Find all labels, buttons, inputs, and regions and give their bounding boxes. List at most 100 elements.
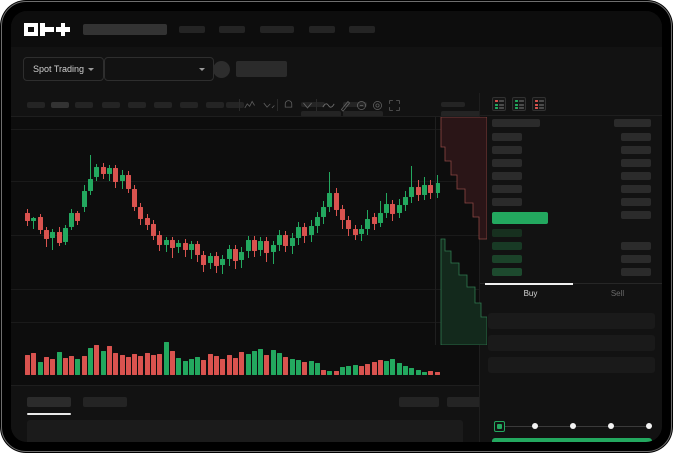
orderbook-ask-row[interactable] bbox=[492, 185, 522, 193]
volume-bar bbox=[201, 360, 207, 375]
price-chart-panel[interactable] bbox=[11, 117, 479, 385]
orderbook-bid-row[interactable] bbox=[492, 255, 522, 263]
orderbook-ask-row[interactable] bbox=[492, 133, 522, 141]
volume-bar bbox=[333, 371, 339, 375]
nav-item-3[interactable] bbox=[260, 26, 294, 33]
orderbook-right-row bbox=[621, 133, 651, 141]
stat-high-24h bbox=[441, 102, 481, 117]
timeframe-2[interactable] bbox=[51, 102, 69, 108]
orderbook-right-row bbox=[621, 146, 651, 154]
volume-bar bbox=[327, 371, 333, 375]
volume-bar bbox=[365, 364, 371, 375]
slider-handle[interactable] bbox=[494, 421, 505, 432]
alert-icon[interactable] bbox=[282, 99, 295, 112]
volume-bar bbox=[421, 372, 427, 375]
volume-bar bbox=[220, 359, 226, 375]
fullscreen-icon[interactable] bbox=[388, 99, 401, 112]
logo-glyph-o bbox=[24, 23, 38, 36]
bottom-tab-order-history[interactable] bbox=[83, 397, 127, 407]
bottom-tab-open-orders[interactable] bbox=[27, 397, 71, 407]
orderbook-layout-asks-icon[interactable] bbox=[532, 97, 546, 111]
volume-bar bbox=[214, 356, 219, 375]
volume-series bbox=[11, 329, 479, 385]
timeframe-7[interactable] bbox=[180, 102, 198, 108]
volume-bar bbox=[151, 355, 156, 375]
orderbook-layout-bids-icon[interactable] bbox=[512, 97, 526, 111]
chart-type-icon[interactable] bbox=[301, 99, 314, 112]
okx-logo[interactable] bbox=[24, 23, 72, 36]
volume-bar bbox=[289, 359, 295, 375]
timeframe-8[interactable] bbox=[206, 102, 224, 108]
depth-overlay-edge bbox=[435, 117, 436, 345]
orderbook-ask-row[interactable] bbox=[492, 159, 522, 167]
line-chart-icon[interactable] bbox=[322, 99, 335, 112]
timeframe-1[interactable] bbox=[27, 102, 45, 108]
volume-bar bbox=[176, 358, 182, 375]
amount-percentage-slider[interactable] bbox=[494, 420, 654, 432]
volume-bar bbox=[302, 362, 308, 375]
volume-bar bbox=[390, 359, 396, 375]
stat-change-24h bbox=[343, 102, 383, 117]
market-depth-overlay bbox=[435, 117, 487, 345]
timeframe-6[interactable] bbox=[154, 102, 172, 108]
orderbook-ask-row[interactable] bbox=[492, 146, 522, 154]
tab-sell[interactable]: Sell bbox=[610, 289, 625, 298]
toolbar-separator bbox=[277, 99, 278, 111]
volume-bar bbox=[245, 354, 251, 375]
volume-bar bbox=[25, 355, 30, 375]
drawing-tool-icon[interactable] bbox=[339, 99, 352, 112]
market-sub-bar: Spot Trading bbox=[11, 47, 662, 117]
volume-bar bbox=[75, 359, 81, 375]
buy-sell-tabs: Buy Sell bbox=[480, 283, 662, 309]
nav-item-2[interactable] bbox=[219, 26, 245, 33]
volume-bar bbox=[157, 354, 163, 375]
pair-name-placeholder bbox=[236, 61, 287, 77]
orderbook-ask-row[interactable] bbox=[492, 172, 522, 180]
orders-table-body bbox=[27, 420, 463, 442]
compare-icon[interactable] bbox=[263, 99, 276, 112]
volume-bar bbox=[384, 361, 390, 375]
volume-bar bbox=[94, 345, 100, 375]
orders-panel bbox=[11, 385, 487, 442]
indicator-icon[interactable] bbox=[244, 99, 257, 112]
order-amount-field[interactable] bbox=[488, 335, 655, 351]
chart-gridline bbox=[11, 289, 479, 290]
orderbook-ask-row[interactable] bbox=[492, 198, 522, 206]
volume-bar bbox=[295, 360, 301, 375]
nav-item-1[interactable] bbox=[179, 26, 205, 33]
nav-item-4[interactable] bbox=[309, 26, 335, 33]
buy-submit-button[interactable] bbox=[492, 438, 652, 442]
volume-bar bbox=[434, 372, 440, 375]
active-tab-indicator bbox=[485, 283, 573, 285]
bottom-action-1[interactable] bbox=[399, 397, 439, 407]
volume-bar bbox=[346, 366, 352, 375]
order-price-field[interactable] bbox=[488, 313, 655, 329]
bottom-action-2[interactable] bbox=[447, 397, 487, 407]
volume-bar bbox=[62, 358, 68, 375]
nav-item-5[interactable] bbox=[349, 26, 375, 33]
chevron-down-icon bbox=[199, 67, 205, 71]
slider-stop-50[interactable] bbox=[570, 423, 576, 429]
slider-stop-100[interactable] bbox=[646, 423, 652, 429]
trading-pair-select[interactable] bbox=[104, 57, 214, 81]
settings-icon[interactable] bbox=[371, 99, 384, 112]
timeframe-3[interactable] bbox=[75, 102, 93, 108]
volume-bar bbox=[352, 365, 358, 375]
orderbook-bid-row[interactable] bbox=[492, 242, 522, 250]
chart-gridline bbox=[11, 235, 479, 236]
timeframe-4[interactable] bbox=[102, 102, 120, 108]
timeframe-9[interactable] bbox=[226, 102, 244, 108]
spot-trading-dropdown[interactable]: Spot Trading bbox=[23, 57, 105, 81]
eraser-icon[interactable] bbox=[355, 99, 368, 112]
volume-bar bbox=[195, 357, 201, 375]
orderbook-bid-row[interactable] bbox=[492, 268, 522, 276]
orderbook-layout-both-icon[interactable] bbox=[492, 97, 506, 111]
tab-buy[interactable]: Buy bbox=[523, 289, 538, 298]
slider-stop-75[interactable] bbox=[608, 423, 614, 429]
timeframe-5[interactable] bbox=[128, 102, 146, 108]
order-total-field[interactable] bbox=[488, 357, 655, 373]
volume-bar bbox=[377, 360, 383, 375]
search-input[interactable] bbox=[83, 24, 167, 35]
slider-stop-25[interactable] bbox=[532, 423, 538, 429]
orderbook-bid-row[interactable] bbox=[492, 229, 522, 237]
